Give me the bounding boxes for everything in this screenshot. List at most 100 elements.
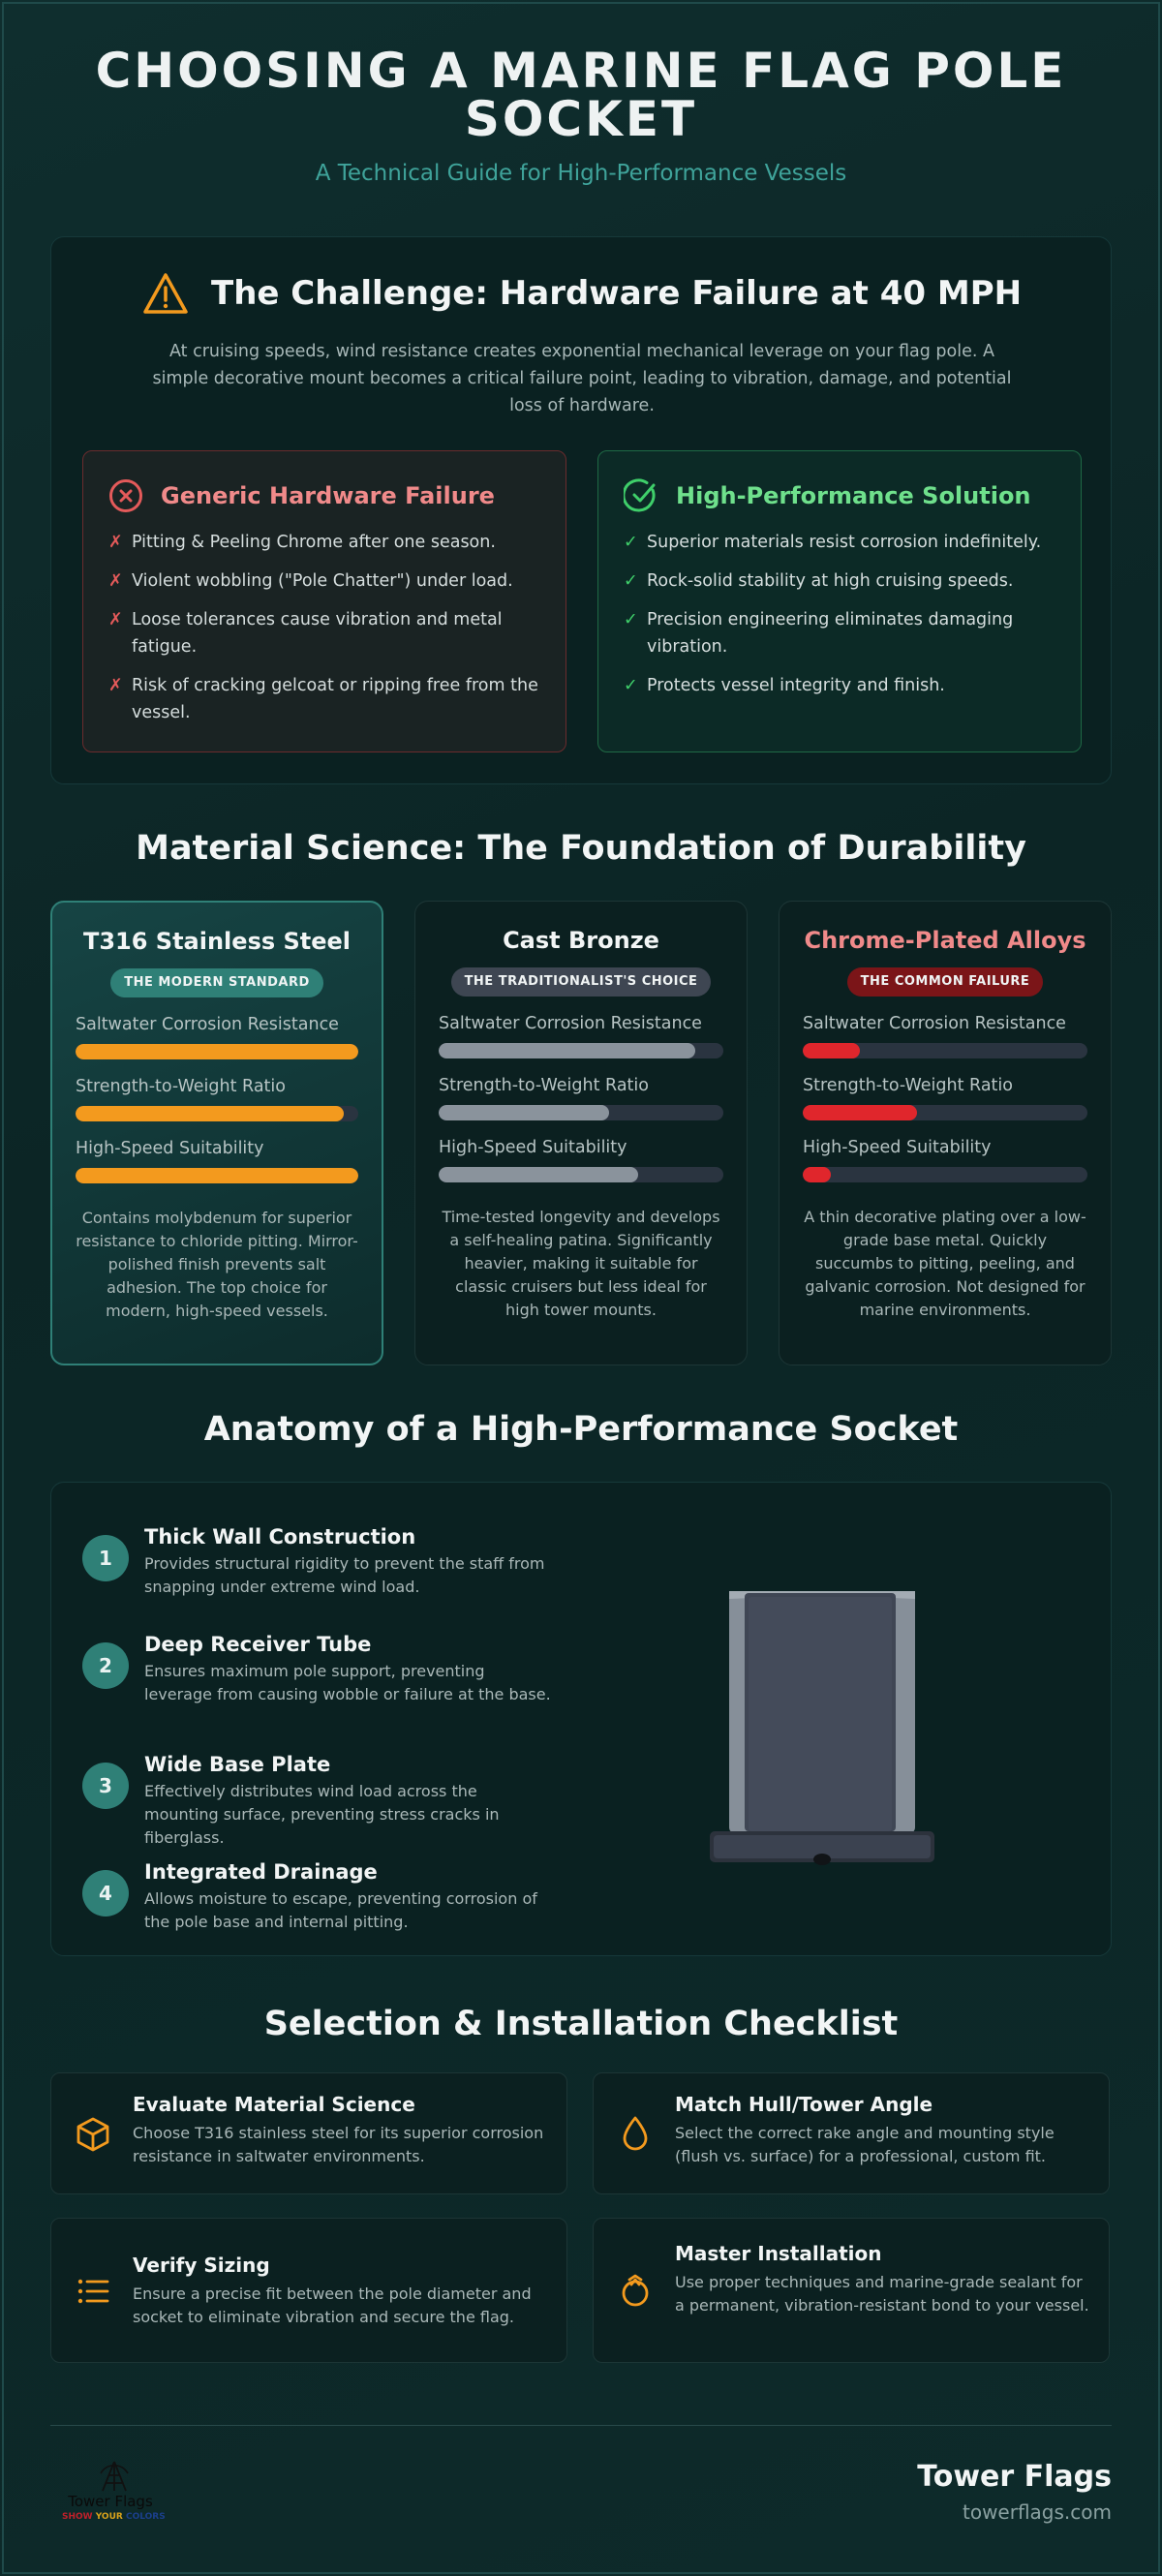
anatomy-panel: 1 Thick Wall Construction Provides struc… (50, 1482, 1112, 1956)
anatomy-item-title: Integrated Drainage (144, 1860, 378, 1884)
x-mark-icon: ✗ (108, 676, 123, 695)
generic-failure-list: ✗ Pitting & Peeling Chrome after one seas… (108, 529, 540, 726)
metric-label: Saltwater Corrosion Resistance (439, 1014, 702, 1033)
material-title: Cast Bronze (503, 927, 659, 954)
page-title: CHOOSING A MARINE FLAG POLE SOCKET (95, 43, 1067, 147)
metric-label: Strength-to-Weight Ratio (803, 1076, 1013, 1095)
challenge-heading: The Challenge: Hardware Failure at 40 MP… (51, 272, 1113, 317)
metric-bar (803, 1043, 1087, 1058)
metric-bar-fill (803, 1167, 832, 1182)
wrench-icon (622, 2274, 649, 2307)
checklist-title: Evaluate Material Science (133, 2093, 415, 2116)
anatomy-item-title: Deep Receiver Tube (144, 1633, 372, 1656)
page-subtitle: A Technical Guide for High-Performance V… (315, 161, 847, 186)
checklist-card: Match Hull/Tower Angle Select the correc… (593, 2072, 1110, 2194)
material-card-chrome: Chrome-Plated Alloys THE COMMON FAILURE … (779, 901, 1112, 1365)
footer-website-link[interactable]: towerflags.com (962, 2500, 1112, 2524)
checklist-card: Master Installation Use proper technique… (593, 2218, 1110, 2363)
material-badge: THE COMMON FAILURE (846, 967, 1044, 997)
solution-card: High-Performance Solution ✓ Superior mate… (597, 450, 1082, 752)
metric-label: High-Speed Suitability (439, 1138, 627, 1157)
checklist-title: Verify Sizing (133, 2254, 270, 2277)
step-number: 3 (82, 1763, 129, 1809)
step-number: 4 (82, 1870, 129, 1917)
list-item: ✓ Superior materials resist corrosion ind… (624, 529, 1055, 556)
step-number: 2 (82, 1642, 129, 1689)
solution-title: High-Performance Solution (676, 482, 1031, 509)
metric-label: Saltwater Corrosion Resistance (76, 1015, 339, 1034)
material-card-stainless: T316 Stainless Steel THE MODERN STANDARD… (50, 901, 383, 1365)
checklist-description: Use proper techniques and marine-grade s… (675, 2273, 1089, 2315)
metric-label: Saltwater Corrosion Resistance (803, 1014, 1066, 1033)
challenge-title: The Challenge: Hardware Failure at 40 MP… (211, 274, 1023, 313)
metric-bar (803, 1167, 1087, 1182)
generic-failure-title: Generic Hardware Failure (161, 482, 495, 509)
list-item: ✓ Protects vessel integrity and finish. (624, 672, 1055, 699)
material-title: T316 Stainless Steel (82, 928, 352, 955)
anatomy-item-title: Thick Wall Construction (144, 1525, 416, 1549)
anatomy-item-title: Wide Base Plate (144, 1753, 331, 1776)
list-item: ✗ Loose tolerances cause vibration and me… (108, 606, 540, 660)
anatomy-heading: Anatomy of a High-Performance Socket (203, 1410, 959, 1449)
anatomy-item-description: Allows moisture to escape, preventing co… (144, 1889, 537, 1931)
x-mark-icon: ✗ (108, 610, 123, 629)
metric-bar (76, 1106, 358, 1121)
checklist-card: Evaluate Material Science Choose T316 st… (50, 2072, 567, 2194)
checklist-title: Match Hull/Tower Angle (675, 2093, 933, 2116)
warning-icon (143, 273, 188, 314)
metric-label: Strength-to-Weight Ratio (439, 1076, 649, 1095)
tower-flags-logo: Tower Flags SHOW YOUR COLORS (60, 2460, 167, 2524)
material-badge: THE MODERN STANDARD (110, 968, 323, 997)
material-badge: THE TRADITIONALIST'S CHOICE (450, 967, 712, 997)
material-description: Time-tested longevity and develops a sel… (442, 1208, 720, 1319)
x-mark-icon: ✗ (108, 533, 123, 552)
metric-bar (76, 1168, 358, 1183)
metric-label: Strength-to-Weight Ratio (76, 1077, 286, 1096)
metric-bar (439, 1105, 723, 1120)
check-mark-icon: ✓ (624, 610, 638, 629)
metric-bar-fill (439, 1105, 610, 1120)
metric-label: High-Speed Suitability (76, 1139, 264, 1158)
metric-bar (439, 1043, 723, 1058)
footer-brand: Tower Flags (917, 2460, 1112, 2494)
check-mark-icon: ✓ (624, 676, 638, 695)
material-card-bronze: Cast Bronze THE TRADITIONALIST'S CHOICE … (414, 901, 748, 1365)
anatomy-item-description: Provides structural rigidity to prevent … (144, 1554, 545, 1596)
solution-list: ✓ Superior materials resist corrosion ind… (624, 529, 1055, 699)
checklist-title: Master Installation (675, 2242, 882, 2265)
challenge-panel: The Challenge: Hardware Failure at 40 MP… (50, 236, 1112, 784)
check-mark-icon: ✓ (624, 533, 638, 552)
materials-heading: Material Science: The Foundation of Dura… (136, 829, 1026, 868)
check-mark-icon: ✓ (624, 571, 638, 591)
material-description: Contains molybdenum for superior resista… (76, 1209, 358, 1320)
x-mark-icon: ✗ (108, 571, 123, 591)
metric-bar-fill (439, 1167, 638, 1182)
droplet-icon (623, 2116, 648, 2151)
anatomy-item-description: Ensures maximum pole support, preventing… (144, 1662, 551, 1703)
metric-bar-fill (803, 1043, 860, 1058)
logo-tagline: SHOW YOUR COLORS (62, 2512, 166, 2522)
metric-bar (76, 1044, 358, 1059)
list-item: ✓ Rock-solid stability at high cruising s… (624, 567, 1055, 595)
checklist-description: Ensure a precise fit between the pole di… (133, 2285, 532, 2326)
socket-illustration (710, 1591, 934, 1865)
x-circle-icon (109, 479, 142, 512)
check-circle-icon (624, 478, 656, 512)
metric-bar-fill (439, 1043, 695, 1058)
list-item: ✗ Pitting & Peeling Chrome after one seas… (108, 529, 540, 556)
material-description: A thin decorative plating over a low-gra… (804, 1208, 1086, 1319)
metric-bar-fill (76, 1044, 358, 1059)
material-title: Chrome-Plated Alloys (804, 927, 1086, 954)
checklist-description: Select the correct rake angle and mounti… (675, 2124, 1055, 2165)
metric-bar (439, 1167, 723, 1182)
list-item: ✗ Violent wobbling ("Pole Chatter") under… (108, 567, 540, 595)
anatomy-item-description: Effectively distributes wind load across… (144, 1782, 500, 1847)
generic-failure-card: Generic Hardware Failure ✗ Pitting & Peel… (82, 450, 566, 752)
tower-icon (100, 2461, 129, 2492)
list-item: ✓ Precision engineering eliminates damagi… (624, 606, 1055, 660)
metric-bar-fill (803, 1105, 917, 1120)
metric-bar-fill (76, 1106, 345, 1121)
list-item: ✗ Risk of cracking gelcoat or ripping fre… (108, 672, 540, 726)
list-icon (77, 2279, 109, 2304)
